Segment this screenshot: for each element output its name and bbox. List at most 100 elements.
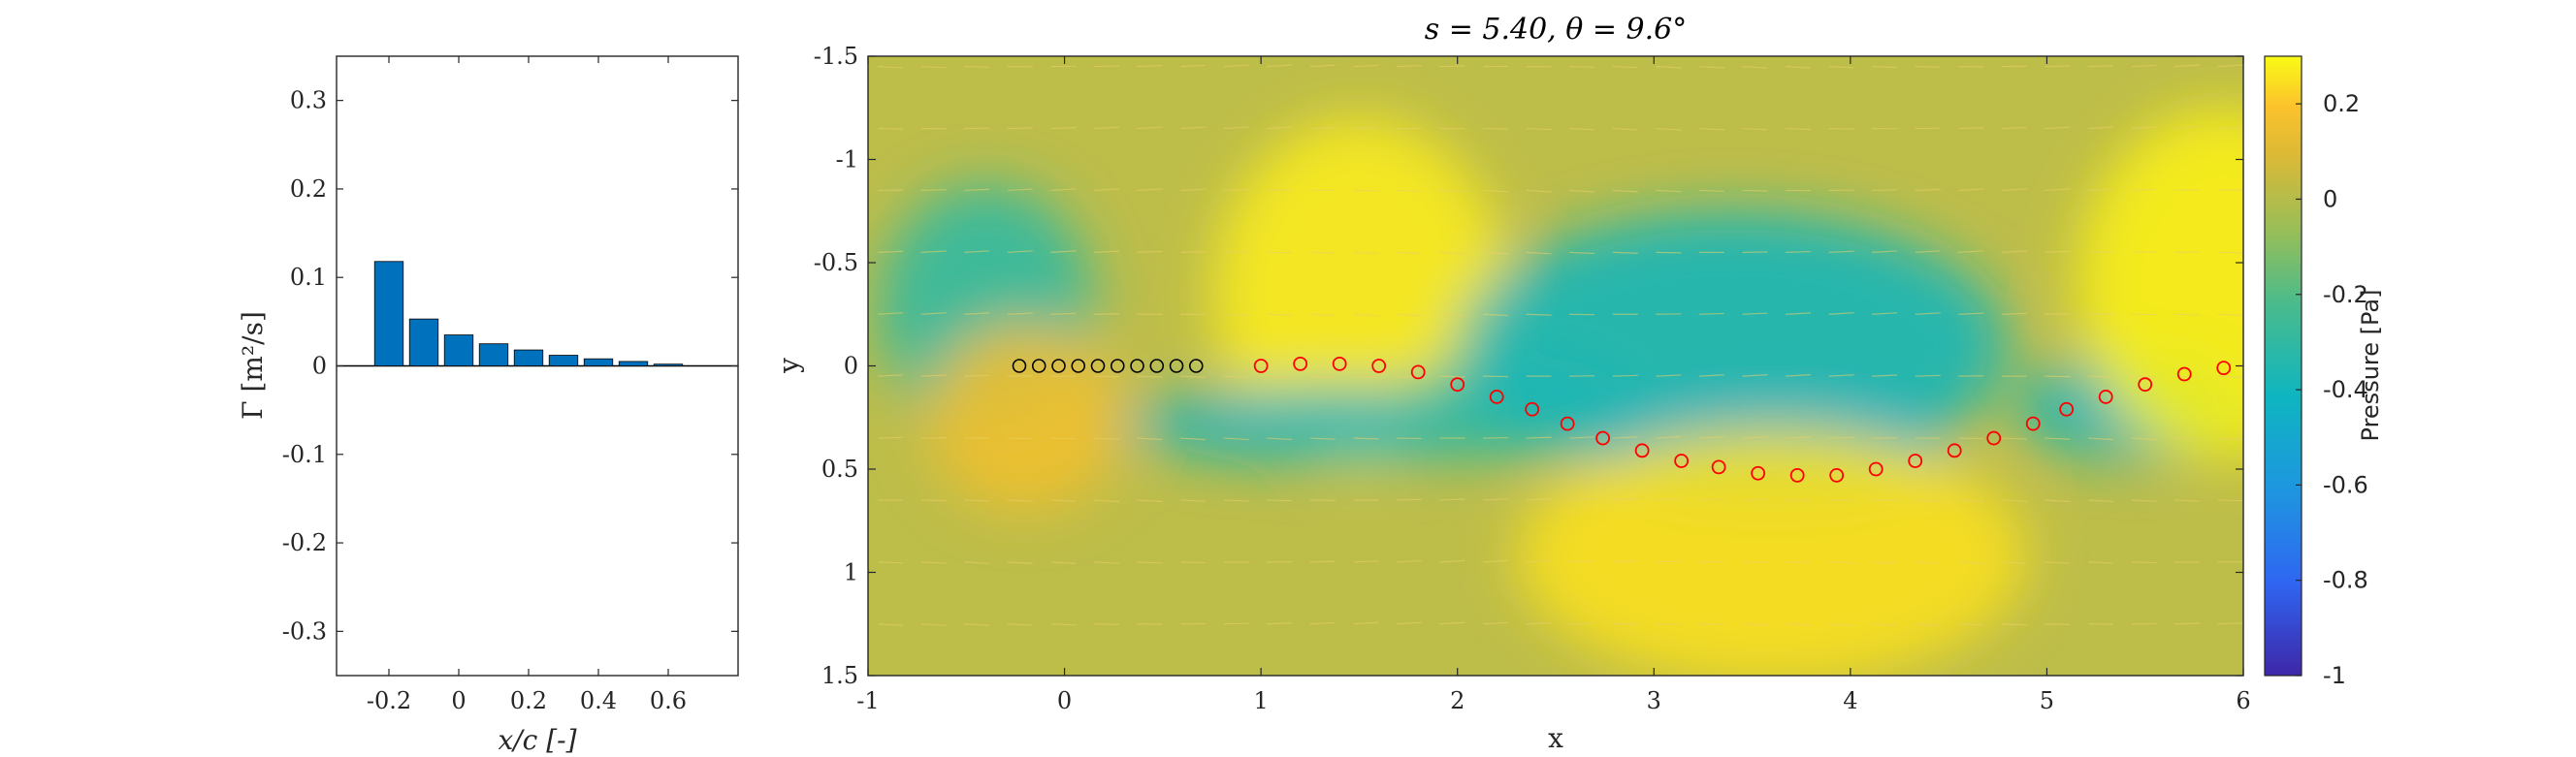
pressure-colorbar: 0.2 0 -0.2 -0.4 -0.6 -0.8 -1 Pressure [Pa]	[2264, 55, 2384, 689]
velocity-arrow	[1656, 127, 1682, 131]
velocity-arrow	[1093, 65, 1119, 68]
velocity-arrow	[1828, 127, 1854, 130]
velocity-arrow	[1656, 189, 1682, 193]
bar	[583, 358, 614, 366]
velocity-arrow	[1093, 623, 1119, 626]
velocity-arrow	[1267, 499, 1293, 502]
velocity-arrow	[920, 561, 947, 564]
velocity-arrow	[1828, 623, 1854, 626]
velocity-arrow	[2045, 126, 2071, 130]
velocity-arrow	[1396, 621, 1422, 625]
velocity-arrow	[1396, 313, 1422, 317]
y-tick-label: -1.5	[814, 43, 858, 70]
velocity-arrow	[1612, 374, 1638, 377]
velocity-vectors	[878, 64, 2243, 626]
velocity-arrow	[878, 374, 904, 377]
red-marker	[1711, 459, 1726, 475]
velocity-arrow	[1050, 188, 1077, 192]
velocity-arrow	[1483, 189, 1509, 193]
velocity-arrow	[2174, 64, 2201, 68]
velocity-arrow	[1872, 374, 1898, 377]
velocity-arrow	[1137, 375, 1163, 378]
velocity-arrow	[1872, 66, 1898, 69]
velocity-arrow	[2217, 437, 2243, 441]
velocity-arrow	[1137, 561, 1163, 564]
velocity-arrow	[2217, 622, 2243, 625]
red-marker	[1253, 359, 1269, 373]
velocity-arrow	[1569, 66, 1595, 68]
right-ticks: -1 0 1 2 3 4 5 6 -1.5 -1 -0.5 0 0.5 1 1.5	[814, 43, 2251, 714]
colorbar-ticks: 0.2 0 -0.2 -0.4 -0.6 -0.8 -1	[2296, 90, 2368, 689]
velocity-arrow	[964, 561, 990, 564]
y-tick-label: 0	[844, 353, 858, 380]
bar	[548, 355, 579, 366]
y-tick-label: 0	[312, 353, 327, 380]
velocity-arrow	[1742, 312, 1768, 315]
velocity-arrow	[1093, 126, 1119, 130]
velocity-arrow	[1785, 66, 1812, 69]
velocity-arrow	[1050, 561, 1077, 564]
red-marker	[1829, 467, 1845, 483]
x-tick-label: 6	[2236, 687, 2250, 714]
velocity-arrow	[920, 250, 947, 253]
velocity-arrow	[964, 499, 990, 502]
velocity-arrow	[878, 561, 904, 564]
velocity-arrow	[2087, 499, 2113, 503]
red-marker	[1789, 467, 1805, 483]
velocity-arrow	[1439, 375, 1465, 378]
velocity-arrow	[1309, 251, 1336, 254]
velocity-arrow	[2174, 437, 2201, 441]
velocity-arrow	[1872, 561, 1898, 564]
velocity-arrow	[1439, 313, 1465, 317]
velocity-arrow	[964, 250, 990, 253]
velocity-arrow	[1569, 127, 1595, 131]
velocity-arrow	[1785, 127, 1812, 131]
velocity-arrow	[964, 66, 990, 68]
velocity-arrow	[1828, 250, 1854, 253]
velocity-arrow	[1396, 498, 1422, 501]
velocity-arrow	[1137, 437, 1163, 441]
velocity-arrow	[1872, 312, 1898, 315]
velocity-arrow	[1656, 251, 1682, 254]
velocity-arrow	[2045, 65, 2071, 68]
bar	[513, 349, 544, 366]
velocity-arrow	[1526, 436, 1552, 439]
red-marker	[1751, 465, 1766, 481]
velocity-arrow	[1698, 189, 1724, 192]
velocity-arrow	[1267, 189, 1293, 192]
velocity-arrow	[1396, 559, 1422, 563]
x-tick-label: 0.2	[510, 687, 547, 714]
velocity-arrow	[1698, 127, 1724, 131]
velocity-arrow	[1353, 251, 1379, 255]
velocity-arrow	[1958, 623, 1984, 626]
velocity-arrow	[2217, 126, 2243, 130]
x-tick-label: 0	[451, 687, 466, 714]
velocity-arrow	[1007, 250, 1033, 253]
velocity-arrow	[2087, 126, 2113, 130]
velocity-arrow	[1180, 251, 1207, 253]
black-marker	[1130, 359, 1144, 373]
velocity-arrow	[2087, 375, 2113, 378]
black-marker	[1051, 359, 1066, 373]
right-y-label: y	[773, 358, 805, 374]
colorbar-tick-label: 0	[2323, 185, 2337, 212]
velocity-arrow	[1007, 561, 1033, 565]
velocity-arrow	[1612, 251, 1638, 254]
x-tick-label: -0.2	[367, 687, 411, 714]
velocity-arrow	[1223, 375, 1249, 379]
velocity-arrow	[2174, 313, 2201, 316]
red-marker	[1450, 377, 1465, 393]
velocity-arrow	[1223, 188, 1249, 192]
velocity-arrow	[920, 189, 947, 192]
y-tick-label: 0.3	[290, 87, 327, 114]
velocity-arrow	[1180, 437, 1207, 441]
x-tick-label: 0	[1057, 687, 1072, 714]
velocity-arrow	[1958, 437, 1984, 440]
colorbar-tick-label: -0.2	[2323, 281, 2368, 308]
velocity-arrow	[2001, 499, 2027, 503]
red-marker	[2059, 401, 2075, 417]
velocity-arrow	[1223, 64, 1249, 68]
colorbar-tick-label: 0.2	[2323, 90, 2360, 117]
velocity-arrow	[1698, 374, 1724, 377]
x-tick-label: 0.4	[580, 687, 617, 714]
